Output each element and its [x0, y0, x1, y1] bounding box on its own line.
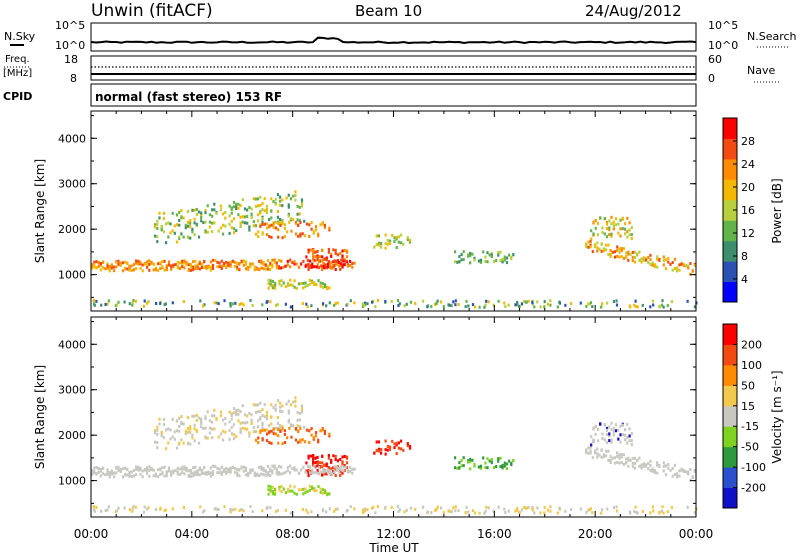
- beam-title: Beam 10: [355, 2, 422, 20]
- colorbar-tick-label: 15: [741, 400, 755, 413]
- x-tick-label: 08:00: [275, 527, 310, 541]
- freq-strip: Freq. [MHz] 18 8 60 0 Nave: [3, 53, 780, 85]
- colorbar-tick-label: -200: [741, 482, 766, 495]
- y-tick-label: 4000: [58, 338, 86, 351]
- power-panel: 1000 2000 3000 4000 Slant Range [km]: [33, 110, 698, 312]
- nsearch-tick-bottom: 10^0: [708, 39, 738, 52]
- y-tick-label: 3000: [58, 178, 86, 191]
- velocity-colorbar-label: Velocity [m s⁻¹]: [770, 370, 784, 463]
- colorbar-tick-label: 28: [741, 135, 755, 148]
- power-data: [91, 190, 698, 309]
- freq-label: Freq.: [5, 54, 30, 65]
- y-tick-label: 2000: [58, 223, 86, 236]
- nsky-strip: N.Sky 10^5 10^0 10^5 10^0 N.Search: [4, 19, 797, 52]
- colorbar-tick-label: 16: [741, 204, 755, 217]
- power-ylabel: Slant Range [km]: [33, 159, 47, 263]
- nsky-trace: [90, 36, 697, 45]
- velocity-colorbar: 200 100 50 15 -15 -50 -100 -200: [722, 323, 766, 509]
- freq-tick-top: 18: [64, 53, 78, 66]
- colorbar-tick-label: -100: [741, 461, 766, 474]
- x-tick-label: 20:00: [578, 527, 613, 541]
- colorbar-tick-label: 100: [741, 359, 762, 372]
- colorbar-tick-label: 4: [741, 273, 748, 286]
- x-tick-label: 04:00: [175, 527, 210, 541]
- colorbar-tick-label: 8: [741, 250, 748, 263]
- x-tick-label: 00:00: [679, 527, 714, 541]
- colorbar-tick-label: 200: [741, 338, 762, 351]
- colorbar-tick-label: -50: [741, 441, 759, 454]
- cpid-label: CPID: [3, 90, 32, 103]
- time-axis: 00:00 04:00 08:00 12:00 16:00 20:00 00:00: [74, 111, 714, 541]
- station-title: Unwin (fitACF): [91, 1, 213, 21]
- power-colorbar-label: Power [dB]: [770, 178, 784, 243]
- velocity-data: [91, 396, 698, 515]
- nave-label: Nave: [747, 64, 775, 77]
- freq-tick-bottom: 8: [70, 72, 77, 85]
- power-y-axis: 1000 2000 3000 4000: [58, 115, 696, 298]
- x-tick-label: 12:00: [376, 527, 411, 541]
- date-title: 24/Aug/2012: [585, 2, 682, 20]
- y-tick-label: 4000: [58, 132, 86, 145]
- y-tick-label: 3000: [58, 384, 86, 397]
- x-tick-label: 16:00: [477, 527, 512, 541]
- y-tick-label: 2000: [58, 429, 86, 442]
- nsky-tick-bottom: 10^0: [55, 39, 85, 52]
- velocity-y-axis: 1000 2000 3000 4000: [58, 321, 696, 504]
- colorbar-tick-label: 20: [741, 181, 755, 194]
- velocity-ylabel: Slant Range [km]: [33, 365, 47, 469]
- cpid-text: normal (fast stereo) 153 RF: [95, 90, 282, 104]
- nsky-tick-top: 10^5: [55, 19, 85, 32]
- cpid-strip: CPID normal (fast stereo) 153 RF: [3, 83, 697, 107]
- nsearch-label: N.Search: [747, 30, 797, 43]
- nsearch-tick-top: 10^5: [708, 19, 738, 32]
- colorbar-tick-label: 24: [741, 158, 755, 171]
- y-tick-label: 1000: [58, 475, 86, 488]
- colorbar-tick-label: -15: [741, 420, 759, 433]
- colorbar-tick-label: 50: [741, 379, 755, 392]
- time-axis-label: Time UT: [368, 541, 419, 554]
- freq-unit: [MHz]: [3, 68, 32, 79]
- x-tick-label: 00:00: [74, 527, 109, 541]
- colorbar-tick-label: 12: [741, 227, 755, 240]
- y-tick-label: 1000: [58, 269, 86, 282]
- nave-tick-top: 60: [708, 53, 722, 66]
- power-colorbar: 4 8 12 16 20 24 28: [722, 117, 755, 303]
- nsky-label: N.Sky: [4, 30, 36, 43]
- nave-tick-bottom: 0: [708, 72, 715, 85]
